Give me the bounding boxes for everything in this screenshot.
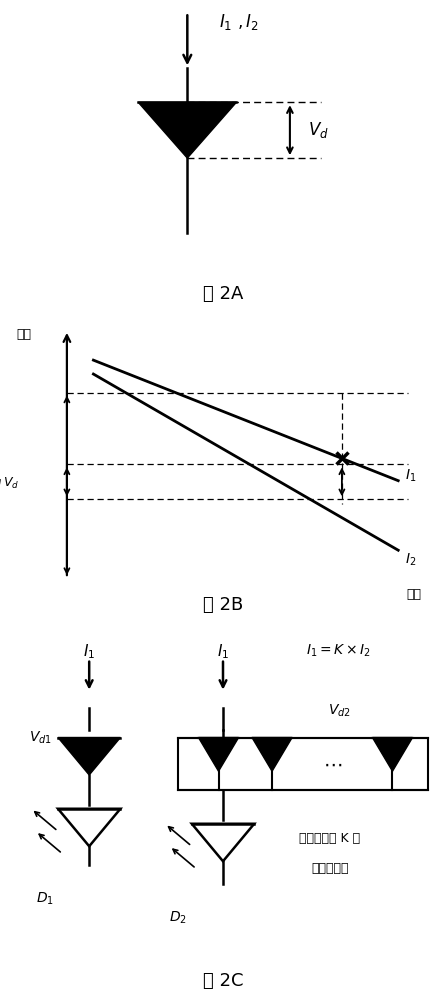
Bar [178, 738, 428, 790]
Polygon shape [192, 824, 254, 861]
Text: $I_1 = K \times I_2$: $I_1 = K \times I_2$ [306, 643, 372, 659]
Text: 图 2B: 图 2B [203, 596, 243, 614]
Text: 电压: 电压 [17, 328, 31, 341]
Text: $I_1$: $I_1$ [83, 642, 95, 661]
Text: $I_1$: $I_1$ [405, 468, 416, 484]
Polygon shape [252, 738, 292, 771]
Polygon shape [198, 738, 239, 771]
Text: $V_d$: $V_d$ [3, 475, 19, 491]
Text: $V_{d1}$: $V_{d1}$ [29, 729, 52, 746]
Text: $I_1\ ,I_2$: $I_1\ ,I_2$ [219, 12, 258, 32]
Polygon shape [138, 102, 236, 158]
Text: 图 2A: 图 2A [203, 286, 243, 304]
Polygon shape [58, 738, 120, 775]
Text: 并联连接的 K 个: 并联连接的 K 个 [299, 832, 361, 845]
Text: 二极管元件: 二极管元件 [311, 862, 349, 875]
Text: $D_1$: $D_1$ [36, 891, 54, 907]
Text: 图 2C: 图 2C [203, 972, 243, 990]
Text: $I_1$: $I_1$ [217, 642, 229, 661]
Text: $V_d$: $V_d$ [308, 120, 329, 140]
Text: 温度: 温度 [406, 588, 421, 601]
Polygon shape [58, 809, 120, 846]
Text: $D_2$: $D_2$ [169, 909, 187, 926]
Text: $I_2$: $I_2$ [405, 551, 416, 568]
Text: $\cdots$: $\cdots$ [322, 754, 342, 773]
Text: $\Delta V_d$: $\Delta V_d$ [0, 475, 2, 489]
Text: $V_{d2}$: $V_{d2}$ [327, 703, 351, 719]
Polygon shape [372, 738, 413, 771]
